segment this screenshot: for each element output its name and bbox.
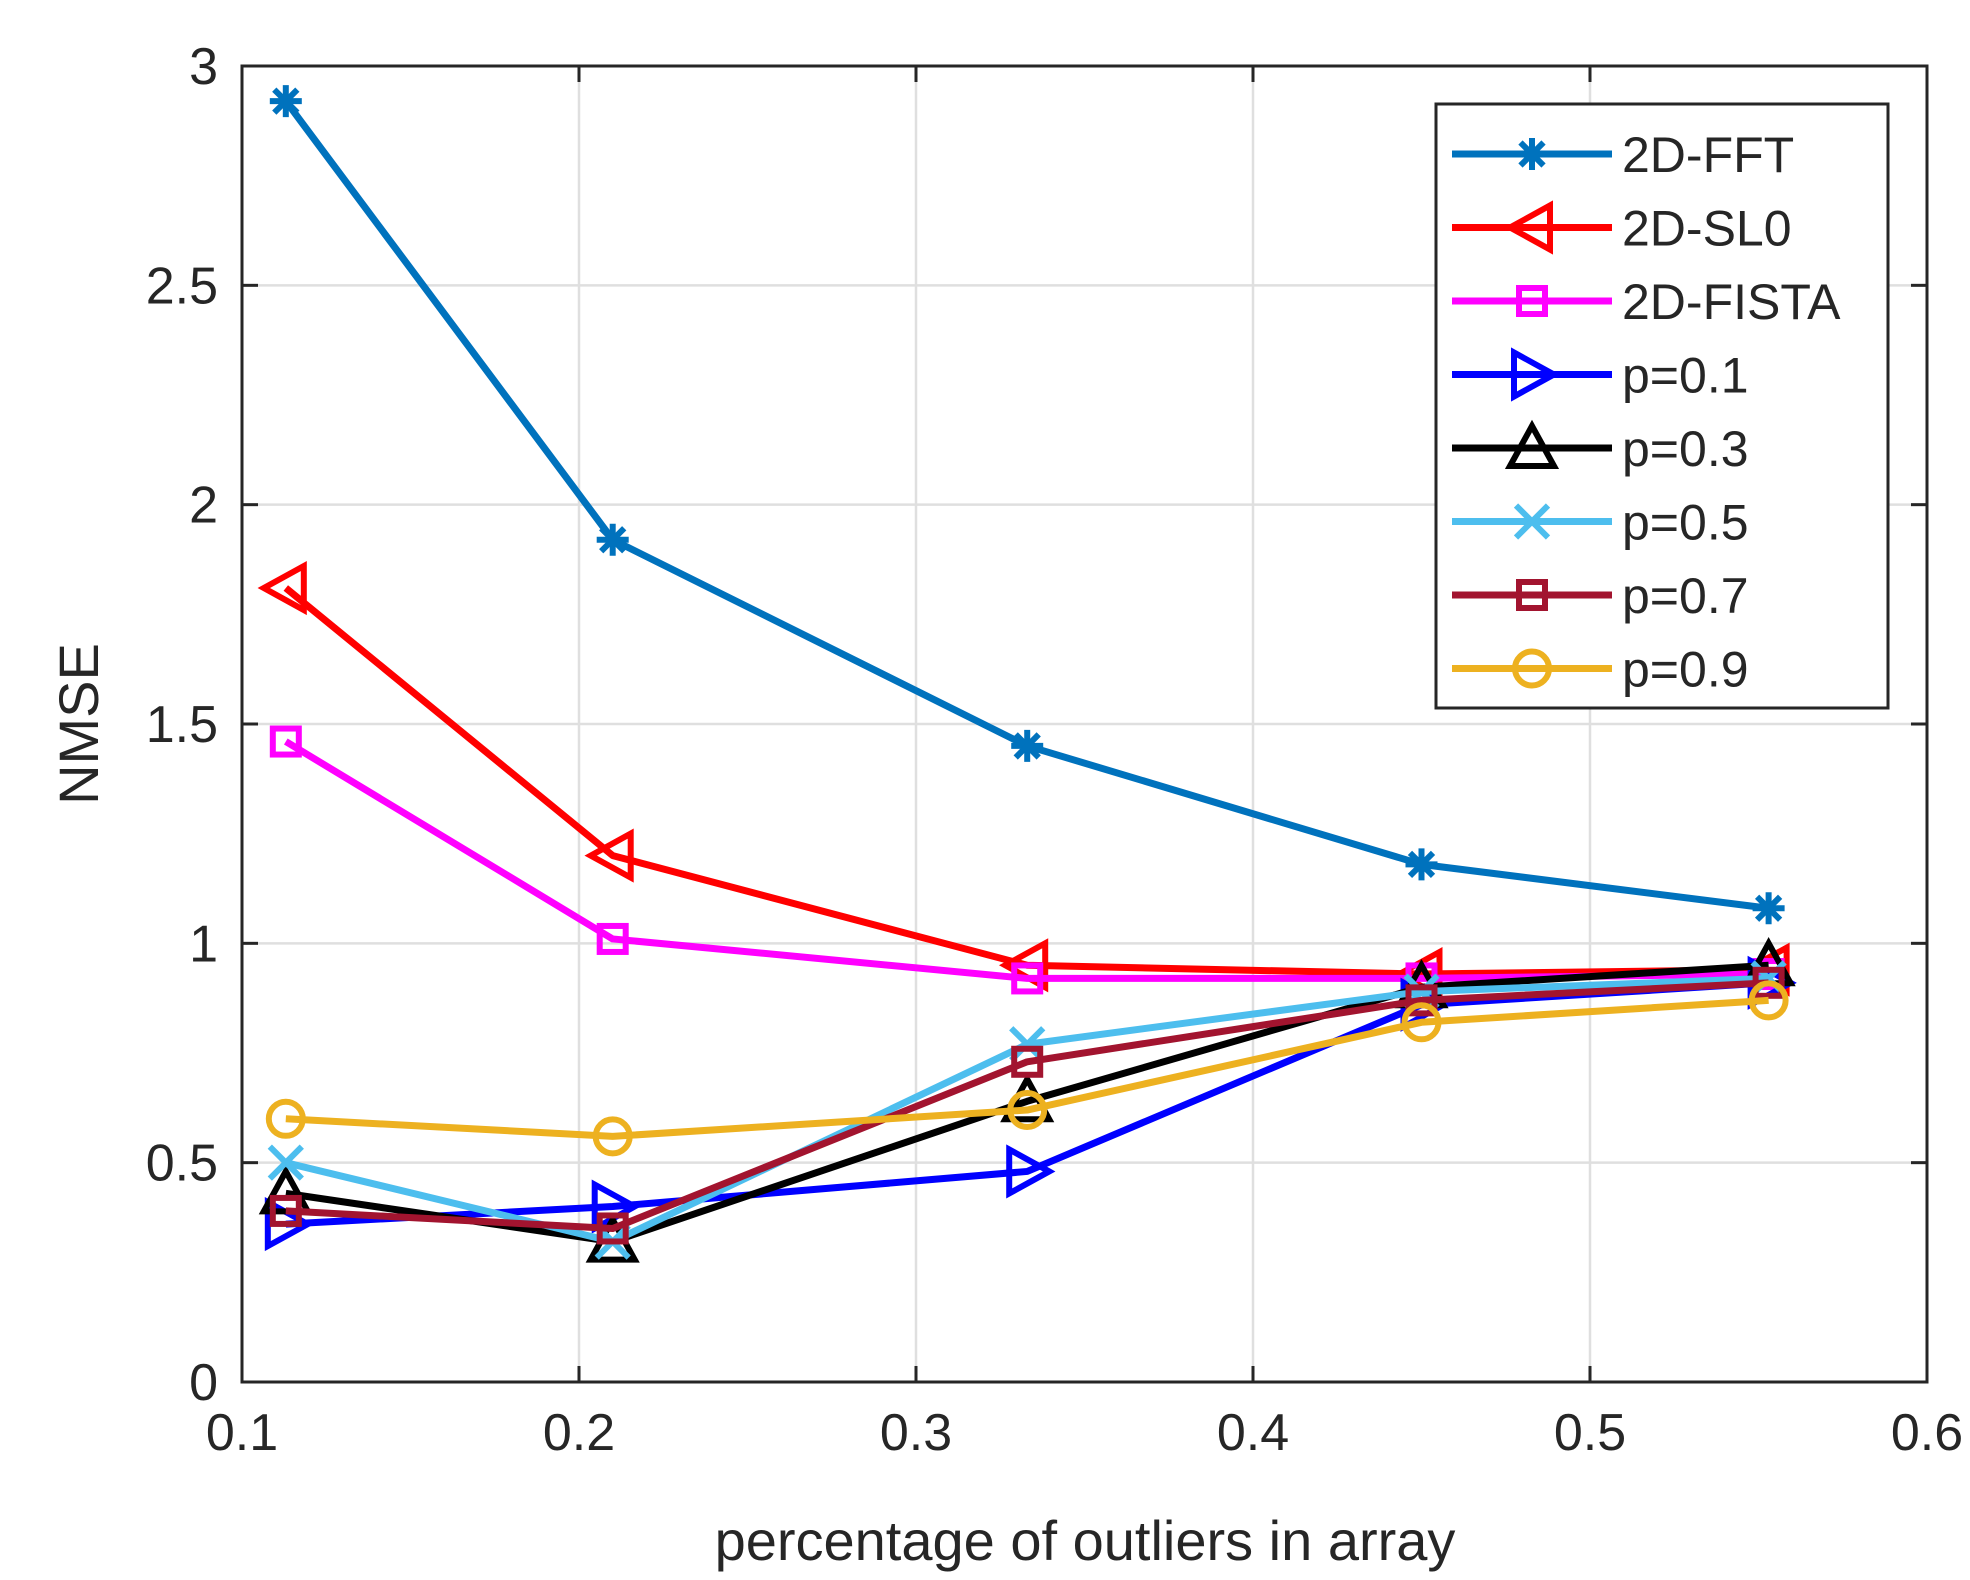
legend-marker xyxy=(1511,347,1561,402)
data-point xyxy=(596,922,629,955)
y-tick-label: 1.5 xyxy=(146,696,218,754)
legend-label: p=0.9 xyxy=(1622,642,1749,698)
y-tick-label: 0.5 xyxy=(146,1135,218,1193)
x-tick-label: 0.1 xyxy=(206,1404,278,1462)
legend-label: 2D-FFT xyxy=(1622,127,1794,183)
legend-marker xyxy=(1513,503,1551,540)
data-point xyxy=(1011,1045,1044,1078)
legend-box xyxy=(1434,102,1890,710)
data-point xyxy=(1748,980,1789,1021)
x-axis-label: percentage of outliers in array xyxy=(715,1509,1456,1572)
series-p=0.9 xyxy=(265,980,1789,1157)
legend-item: p=0.7 xyxy=(1452,568,1749,624)
legend-item: p=0.9 xyxy=(1452,642,1749,698)
x-tick-label: 0.6 xyxy=(1891,1404,1963,1462)
legend-marker xyxy=(1512,648,1552,689)
data-point xyxy=(265,1098,306,1139)
y-axis-ticks: 0 0.5 1 1.5 2 2.5 3 xyxy=(146,38,1927,1412)
data-point xyxy=(1011,729,1044,762)
data-point xyxy=(596,1212,629,1245)
data-point xyxy=(269,725,302,758)
data-point xyxy=(592,1116,633,1157)
legend-marker xyxy=(1516,285,1548,317)
legend-marker xyxy=(1503,200,1553,255)
data-point xyxy=(1006,1144,1056,1199)
legend-item: p=0.5 xyxy=(1452,495,1749,551)
series-2D-FFT xyxy=(269,85,1785,925)
legend-item: p=0.3 xyxy=(1452,419,1749,477)
x-tick-label: 0.3 xyxy=(880,1404,952,1462)
legend-item: 2D-FFT xyxy=(1452,127,1794,183)
legend-label: p=0.1 xyxy=(1622,348,1749,404)
y-tick-label: 0 xyxy=(189,1354,218,1412)
y-tick-label: 1 xyxy=(189,915,218,973)
legend-marker xyxy=(1504,419,1560,469)
data-point xyxy=(1011,962,1044,995)
data-point xyxy=(596,523,629,556)
data-point xyxy=(269,1194,302,1227)
series-layer xyxy=(257,85,1797,1263)
data-point xyxy=(267,1144,304,1181)
data-point xyxy=(1405,848,1438,881)
y-tick-label: 2 xyxy=(189,477,218,535)
x-tick-label: 0.5 xyxy=(1554,1404,1626,1462)
data-point xyxy=(1752,966,1785,999)
data-point xyxy=(584,828,634,883)
data-point xyxy=(257,560,307,616)
y-tick-label: 3 xyxy=(189,38,218,96)
data-point xyxy=(1007,1090,1048,1131)
x-axis-ticks: 0.1 0.2 0.3 0.4 0.5 0.6 xyxy=(206,66,1963,1462)
y-axis-label: NMSE xyxy=(47,643,110,805)
legend-label: 2D-FISTA xyxy=(1622,274,1841,330)
data-point xyxy=(269,85,302,118)
data-point xyxy=(1405,984,1438,1017)
series-line xyxy=(285,996,1769,1140)
legend-item: 2D-FISTA xyxy=(1452,274,1841,330)
x-tick-label: 0.2 xyxy=(543,1404,615,1462)
legend-label: p=0.5 xyxy=(1622,495,1749,551)
legend-item: 2D-SL0 xyxy=(1452,200,1792,257)
legend-label: p=0.3 xyxy=(1622,421,1749,477)
legend-label: 2D-SL0 xyxy=(1622,201,1792,257)
data-point xyxy=(1752,892,1785,925)
series-p=0.7 xyxy=(269,966,1785,1245)
legend-marker xyxy=(1516,138,1548,170)
data-point xyxy=(1401,1002,1442,1043)
x-tick-label: 0.4 xyxy=(1217,1404,1289,1462)
legend-marker xyxy=(1516,579,1548,611)
legend: 2D-FFT 2D-SL0 2D-FISTA p=0.1 p=0.3 p=0.5 p=0.7… xyxy=(1434,102,1890,710)
y-tick-label: 2.5 xyxy=(146,257,218,315)
series-line xyxy=(285,979,1769,1232)
legend-label: p=0.7 xyxy=(1622,568,1749,624)
legend-item: p=0.1 xyxy=(1452,347,1749,404)
